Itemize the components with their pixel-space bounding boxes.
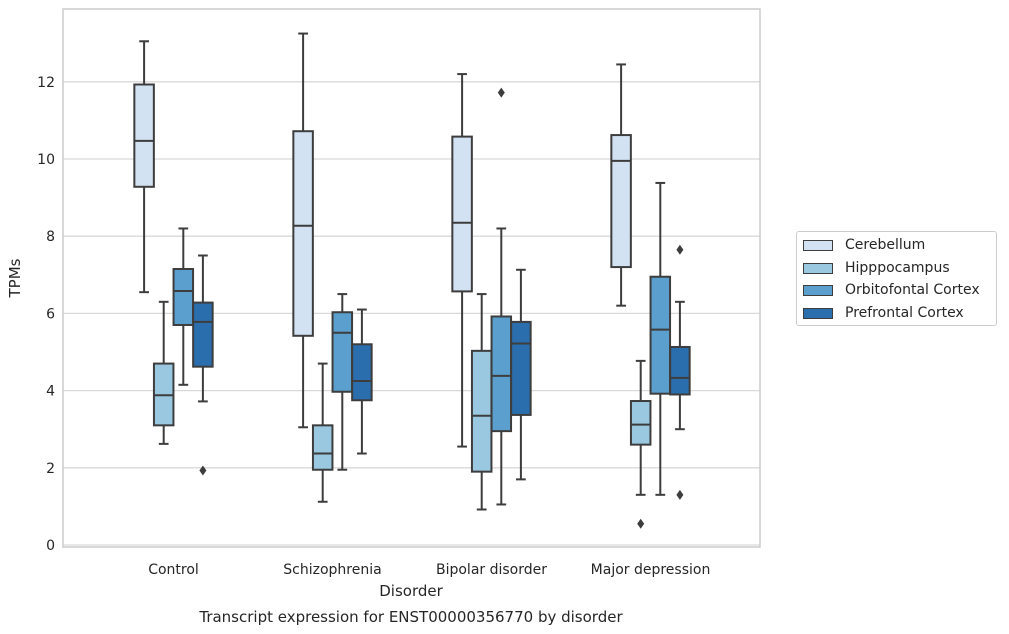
box-2-1 [470,293,493,511]
box-body [133,83,155,188]
box-1-0 [292,32,314,429]
box-body [192,301,214,368]
box-body [311,424,334,471]
y-tick-label: 4 [46,384,55,400]
legend-label: Prefrontal Cortex [845,305,964,321]
y-tick-labels: 0 2 4 6 8 10 12 [37,75,55,554]
box-0-1 [152,300,175,445]
y-tick-label: 8 [46,229,55,245]
legend-item-cerebellum[interactable]: Cerebellum [803,236,925,254]
legend-item-prefrontal-cortex[interactable]: Prefrontal Cortex [803,304,964,322]
legend-swatch-cerebellum [803,239,833,251]
y-tick-label: 10 [37,152,55,168]
legend-item-hippocampus[interactable]: Hipppocampus [803,259,950,277]
x-axis-title: Disorder [379,582,443,600]
legend-swatch-hippocampus [803,262,833,274]
box-1-2 [331,293,354,471]
legend-swatch-orbitofrontal-cortex [803,284,833,296]
x-tick-label: Major depression [591,562,711,578]
outlier-point [637,518,645,529]
box-0-3 [192,254,214,476]
box-body [451,135,473,293]
y-tick-label: 6 [46,306,55,322]
x-tick-label: Bipolar disorder [436,562,547,578]
legend-label: Hipppocampus [845,260,950,276]
x-tick-label: Schizophrenia [283,562,381,578]
box-0-2 [172,227,195,386]
box-3-0 [610,63,632,307]
box-body [490,315,513,433]
y-tick-label: 2 [46,461,55,477]
legend-label: Cerebellum [845,237,926,253]
y-tick-label: 12 [37,75,55,91]
chart-caption: Transcript expression for ENST0000035677… [198,608,623,626]
plot-frame [62,8,761,548]
box-1-3 [351,308,373,455]
box-3-1 [629,359,652,529]
box-body [610,134,632,269]
box-1-1 [311,362,334,503]
outlier-point [497,87,505,98]
outlier-point [199,465,207,476]
box-0-0 [133,40,155,294]
x-tick-labels: Control Schizophrenia Bipolar disorder Majo… [148,562,710,578]
box-body [292,130,314,337]
box-groups [133,32,691,529]
y-tick-label: 0 [46,538,55,554]
legend-swatch-prefrontal-cortex [803,307,833,319]
box-2-3 [510,268,532,481]
box-body [510,320,532,416]
box-body [669,345,691,396]
box-2-2 [490,87,513,506]
box-body [470,349,493,473]
box-body [172,268,195,326]
box-3-2 [649,181,672,496]
outlier-point [676,489,684,500]
box-3-3 [669,244,691,500]
legend: Cerebellum Hipppocampus Orbitofontal Cor… [796,231,997,326]
box-2-0 [451,73,473,448]
box-body [649,275,672,395]
legend-label: Orbitofontal Cortex [845,282,980,298]
outlier-point [676,244,684,255]
y-axis-title: TPMs [6,258,24,298]
box-body [351,343,373,402]
x-tick-label: Control [148,562,199,578]
box-body [331,311,354,393]
legend-item-orbitofrontal-cortex[interactable]: Orbitofontal Cortex [803,281,980,299]
box-body [629,400,652,446]
